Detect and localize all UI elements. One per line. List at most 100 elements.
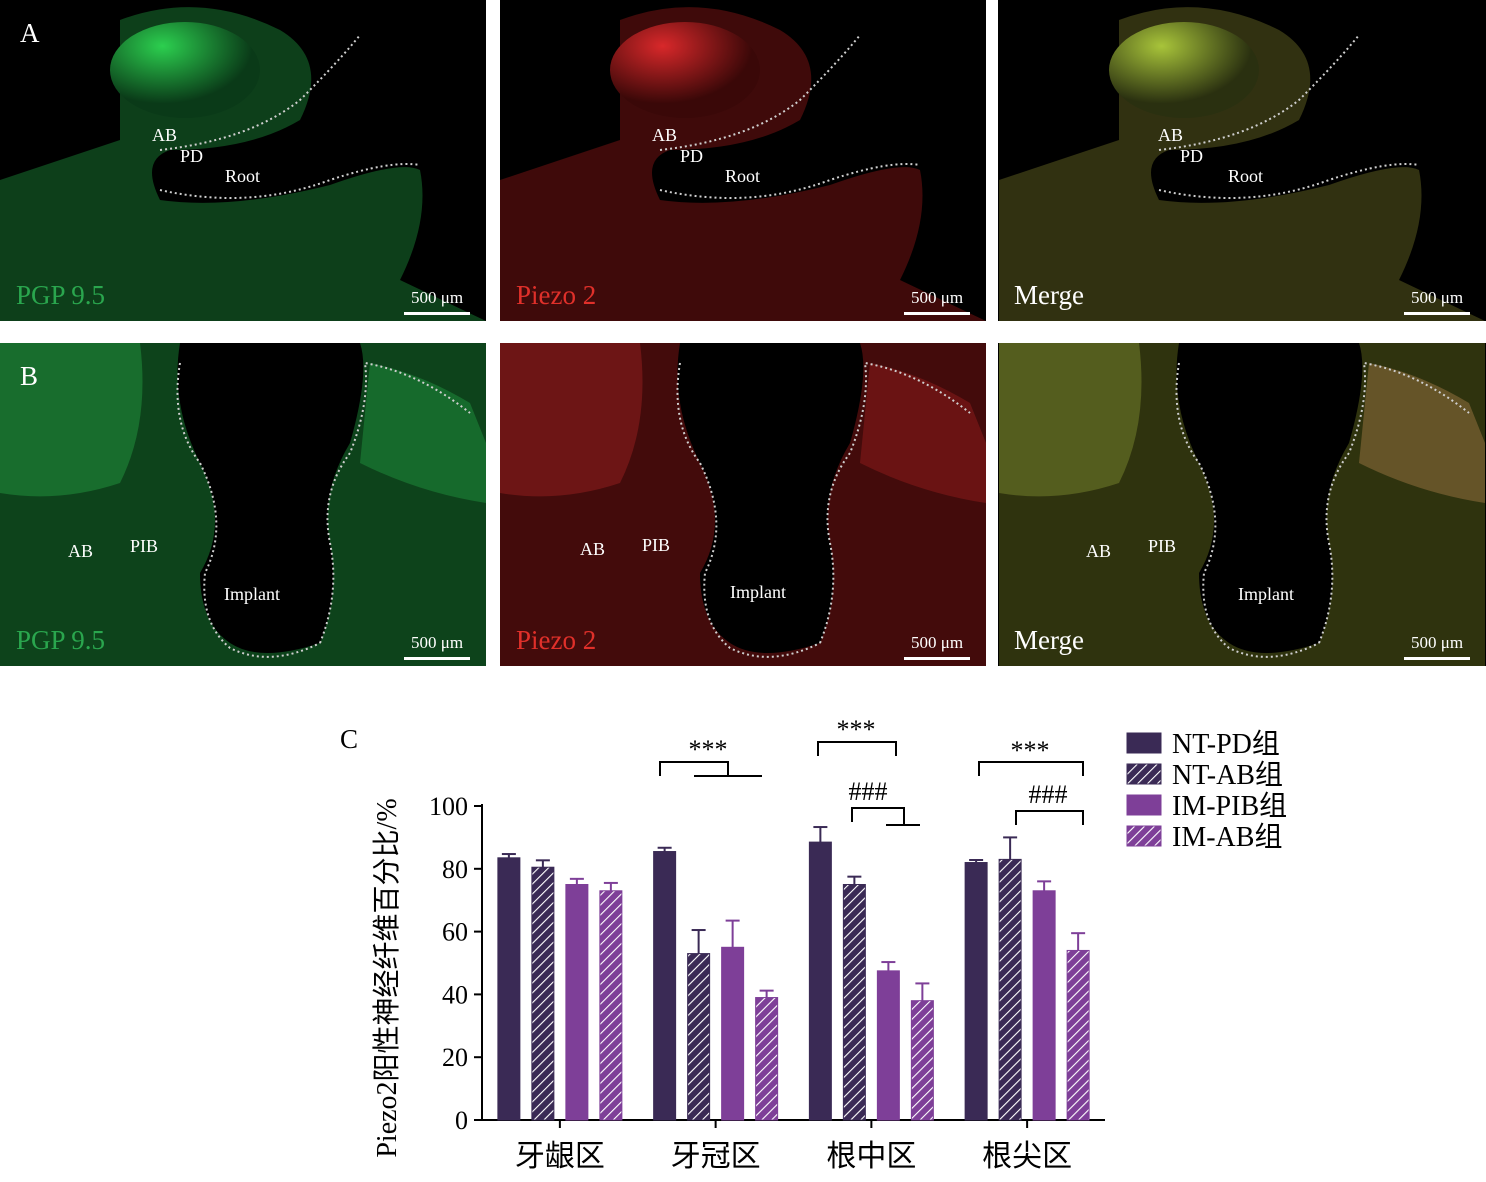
y-tick-label: 40 <box>442 980 468 1009</box>
significance-marker: ### <box>1029 780 1068 809</box>
legend-swatch <box>1126 763 1162 785</box>
tissue-label-implant: Implant <box>1238 584 1294 604</box>
scale-bar-text: 500 μm <box>1410 633 1464 652</box>
micrograph-b-pgp <box>0 343 486 666</box>
x-tick-label: 牙冠区 <box>671 1140 761 1173</box>
legend-label: NT-PD组 <box>1172 728 1280 760</box>
chart-error-bars <box>501 826 1086 1001</box>
panel-b-pgp: B AB PIB Implant PGP 9.5 500 μm <box>0 343 486 666</box>
scale-bar-text: 500 μm <box>410 288 464 307</box>
row-b-label: B <box>20 361 39 391</box>
bar <box>964 862 988 1121</box>
channel-label-piezo: Piezo 2 <box>516 625 597 655</box>
significance-marker: *** <box>1011 736 1050 765</box>
bar <box>497 857 521 1121</box>
tissue-label-pib: PIB <box>642 535 671 555</box>
legend-label: IM-PIB组 <box>1172 790 1287 822</box>
scale-bar: 500 μm <box>404 288 470 315</box>
significance-bracket <box>978 761 1084 776</box>
bar-chart: Piezo2阳性神经纤维百分比/% 0 20 40 60 80 100 牙龈区 牙冠区 根中区 根… <box>371 715 1287 1173</box>
bar <box>1066 949 1090 1121</box>
tissue-label-ab: AB <box>652 125 678 145</box>
tissue-label-root: Root <box>225 166 261 186</box>
channel-label-piezo: Piezo 2 <box>516 280 597 310</box>
tissue-label-implant: Implant <box>224 584 280 604</box>
bar <box>653 851 677 1121</box>
scale-bar-line <box>404 312 470 315</box>
bar <box>876 970 900 1121</box>
scale-bar: 500 μm <box>1404 288 1470 315</box>
significance-marker: *** <box>689 735 728 764</box>
channel-label-pgp: PGP 9.5 <box>16 625 106 655</box>
bar <box>565 884 589 1121</box>
chart-axes: 0 20 40 60 80 100 牙龈区 牙冠区 根中区 根尖区 <box>429 792 1105 1173</box>
y-tick-label: 0 <box>455 1106 468 1135</box>
tissue-label-implant: Implant <box>730 582 786 602</box>
micrograph-a-merge <box>999 7 1485 321</box>
significance-marker: *** <box>837 715 876 744</box>
bar <box>808 841 832 1121</box>
tissue-label-ab: AB <box>68 541 94 561</box>
bar <box>910 1000 934 1121</box>
panel-a-piezo: AB PD Root Piezo 2 500 μm <box>500 0 986 321</box>
y-tick-label: 80 <box>442 855 468 884</box>
scale-bar-line <box>1404 657 1470 660</box>
bar <box>998 858 1022 1121</box>
significance-bracket <box>1015 810 1084 825</box>
x-tick-label: 根尖区 <box>982 1140 1072 1173</box>
y-axis-label: Piezo2阳性神经纤维百分比/% <box>371 798 403 1157</box>
bar <box>842 884 866 1121</box>
x-tick-label: 牙龈区 <box>515 1140 605 1173</box>
tissue-label-pib: PIB <box>130 536 159 556</box>
scale-bar-text: 500 μm <box>910 288 964 307</box>
chart-significance: *** *** ### *** ### <box>659 715 1084 826</box>
y-tick-label: 60 <box>442 918 468 947</box>
scale-bar: 500 μm <box>404 633 470 660</box>
micrograph-a-pgp <box>0 7 486 321</box>
channel-label-merge: Merge <box>1014 625 1084 655</box>
significance-marker: ### <box>849 777 888 806</box>
tissue-label-ab: AB <box>580 539 606 559</box>
significance-bracket <box>659 761 762 777</box>
micrograph-a-piezo <box>500 7 986 321</box>
scale-bar-line <box>904 657 970 660</box>
micrograph-b-merge <box>999 343 1485 666</box>
y-tick-label: 20 <box>442 1043 468 1072</box>
micrograph-b-piezo <box>500 343 986 666</box>
scale-bar-line <box>904 312 970 315</box>
tissue-label-pd: PD <box>680 146 704 166</box>
tissue-label-ab: AB <box>1158 125 1184 145</box>
tissue-label-ab: AB <box>152 125 178 145</box>
scale-bar-line <box>1404 312 1470 315</box>
bar <box>531 866 555 1121</box>
tissue-label-root: Root <box>1228 166 1264 186</box>
legend-swatch <box>1126 825 1162 847</box>
significance-bracket <box>851 807 920 826</box>
bar <box>599 890 623 1121</box>
legend-label: NT-AB组 <box>1172 759 1283 791</box>
scale-bar-text: 500 μm <box>1410 288 1464 307</box>
tissue-label-pd: PD <box>180 146 204 166</box>
scale-bar-text: 500 μm <box>910 633 964 652</box>
scale-bar-text: 500 μm <box>410 633 464 652</box>
legend-label: IM-AB组 <box>1172 821 1282 853</box>
panel-b-piezo: AB PIB Implant Piezo 2 500 μm <box>500 343 986 666</box>
x-tick-label: 根中区 <box>826 1140 916 1173</box>
legend-swatch <box>1126 794 1162 816</box>
tissue-label-ab: AB <box>1086 541 1112 561</box>
chart-bars <box>497 841 1090 1121</box>
y-tick-label: 100 <box>429 792 468 821</box>
channel-label-merge: Merge <box>1014 280 1084 310</box>
scale-bar-line <box>404 657 470 660</box>
scale-bar: 500 μm <box>1404 633 1470 660</box>
bar <box>687 953 711 1121</box>
channel-label-pgp: PGP 9.5 <box>16 280 106 310</box>
panel-a-merge: AB PD Root Merge 500 μm <box>998 0 1486 321</box>
scale-bar: 500 μm <box>904 633 970 660</box>
chart-panel-label: C <box>340 724 359 754</box>
significance-bracket <box>817 741 897 756</box>
panel-a-pgp: A AB PD Root PGP 9.5 500 μm <box>0 0 486 321</box>
scale-bar: 500 μm <box>904 288 970 315</box>
tissue-label-pib: PIB <box>1148 536 1177 556</box>
